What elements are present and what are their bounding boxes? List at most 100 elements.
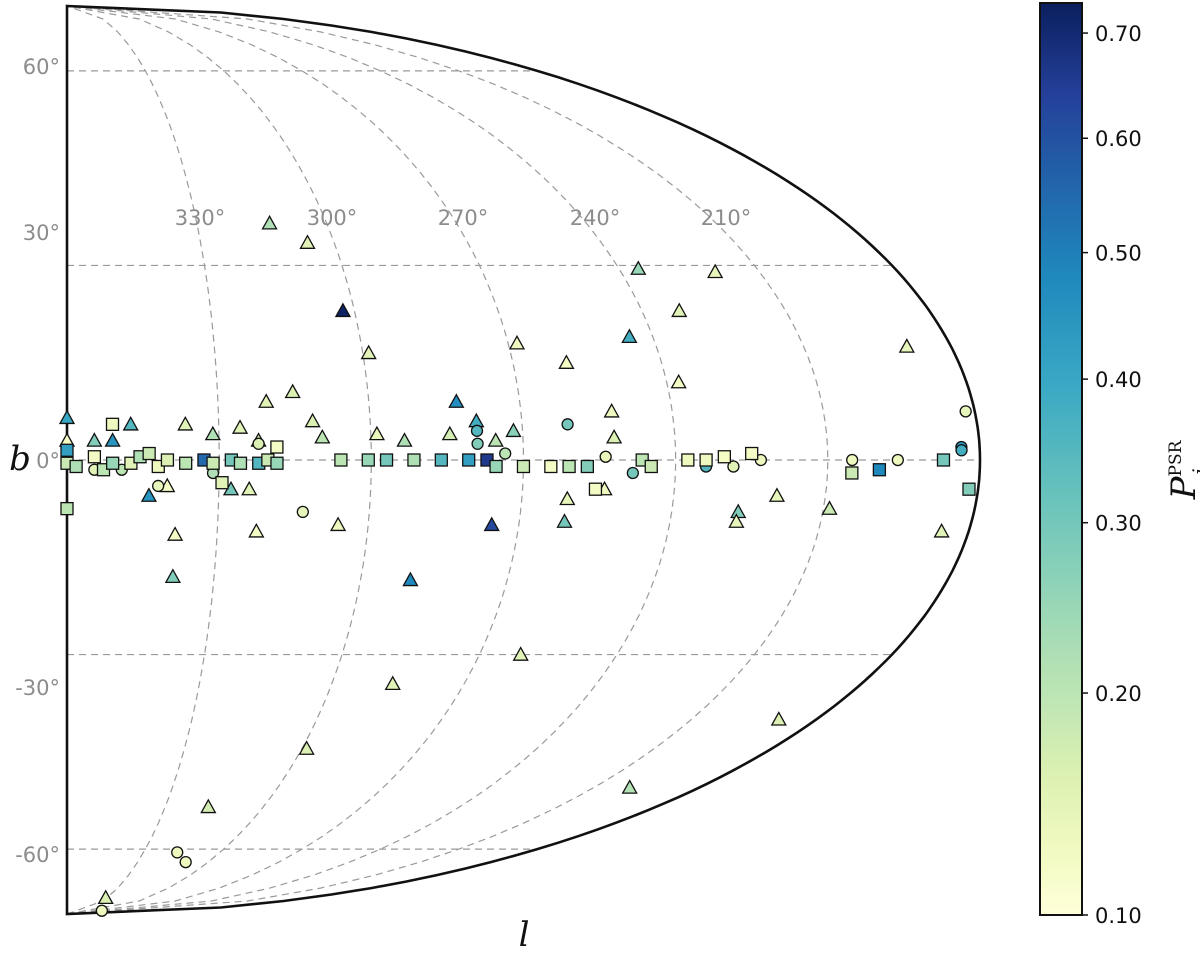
triangle-point <box>384 675 401 691</box>
square-point <box>745 446 759 461</box>
square-point <box>872 463 887 477</box>
b-tick-label: -60° <box>15 843 60 867</box>
square-point <box>60 501 74 516</box>
triangle-point <box>304 412 321 428</box>
square-point <box>361 453 375 467</box>
b-tick-label: -30° <box>15 676 60 700</box>
circle-point <box>296 505 309 519</box>
l-tick-label: 270° <box>438 206 489 230</box>
square-point <box>407 453 421 467</box>
circle-point <box>959 405 972 418</box>
b-tick-label: 60° <box>23 55 60 79</box>
triangle-point <box>166 526 184 541</box>
circle-point <box>171 846 184 859</box>
l-tick-label: 330° <box>175 206 226 230</box>
map-frame <box>65 4 982 916</box>
triangle-point <box>241 480 258 496</box>
longitude-grid-line <box>66 5 829 915</box>
circle-point <box>955 444 968 457</box>
square-point <box>179 456 193 470</box>
triangle-point <box>671 302 688 318</box>
triangle-point <box>483 516 500 532</box>
colorbar: 0.70 0.60 0.50 0.40 0.30 0.20 0.10 PPSRi <box>1039 2 1200 928</box>
square-point <box>206 456 220 470</box>
b-tick-label: 0° <box>36 449 60 473</box>
square-point <box>60 443 74 457</box>
triangle-point <box>508 334 526 350</box>
square-point <box>699 453 713 467</box>
triangle-point <box>728 513 745 528</box>
triangle-point <box>670 373 687 389</box>
square-point <box>87 450 102 464</box>
square-point <box>105 456 120 470</box>
triangle-point <box>630 260 647 275</box>
triangle-point <box>512 646 529 661</box>
triangle-point <box>329 516 347 532</box>
triangle-point <box>396 432 413 447</box>
triangle-point <box>603 403 620 418</box>
triangle-point <box>559 490 576 506</box>
square-point <box>105 417 120 431</box>
triangle-point <box>707 263 724 279</box>
triangle-point <box>402 571 419 587</box>
square-point <box>233 456 248 470</box>
y-axis-label: b <box>9 439 31 479</box>
square-point <box>489 459 503 474</box>
triangle-point <box>140 487 158 502</box>
triangle-point <box>898 338 915 353</box>
triangle-point <box>768 487 786 502</box>
square-point <box>717 450 731 464</box>
data-points <box>58 214 976 917</box>
triangle-point <box>314 428 331 444</box>
circle-point <box>891 453 904 467</box>
triangle-point <box>334 302 352 318</box>
circle-point <box>626 466 639 480</box>
colorbar-label: PPSRi <box>1164 439 1200 500</box>
circle-point <box>727 460 740 473</box>
colorbar-tick-label: 0.10 <box>1095 904 1142 928</box>
triangle-point <box>360 344 377 360</box>
triangle-point <box>821 500 838 515</box>
triangle-point <box>621 328 638 344</box>
triangle-point <box>258 393 275 408</box>
colorbar-label-sup: PSR <box>1166 439 1186 476</box>
triangle-point <box>97 889 114 905</box>
triangle-point <box>177 415 194 431</box>
colorbar-ticks: 0.70 0.60 0.50 0.40 0.30 0.20 0.10 <box>1082 22 1142 928</box>
square-point <box>270 456 284 470</box>
l-tick-label: 300° <box>307 206 358 230</box>
square-point <box>845 466 859 480</box>
circle-point <box>152 479 165 493</box>
square-point <box>644 459 658 474</box>
triangle-point <box>448 393 465 408</box>
triangle-point <box>298 740 315 755</box>
square-point <box>936 453 951 467</box>
square-point <box>544 459 558 474</box>
square-point <box>160 453 175 467</box>
triangle-point <box>558 354 575 369</box>
triangle-point <box>248 523 265 538</box>
square-point <box>334 453 348 467</box>
triangle-point <box>164 568 181 583</box>
latitude-tick-labels: 60° 30° 0° -30° -60° <box>15 55 60 867</box>
triangle-point <box>556 513 573 528</box>
b-tick-label: 30° <box>23 221 60 245</box>
triangle-point <box>505 422 522 438</box>
longitude-tick-labels: 330° 300° 270° 240° 210° <box>175 206 752 230</box>
triangle-point <box>284 383 301 399</box>
circle-point <box>252 437 265 450</box>
square-point <box>462 453 476 467</box>
triangle-point <box>606 428 623 444</box>
circle-point <box>599 450 612 463</box>
square-point <box>379 453 394 467</box>
l-tick-label: 210° <box>701 206 752 230</box>
triangle-point <box>122 415 139 431</box>
circle-point <box>179 855 192 869</box>
colorbar-label-main: P <box>1164 475 1200 500</box>
circle-point <box>561 418 574 431</box>
triangle-point <box>730 503 747 519</box>
triangle-point <box>299 234 316 249</box>
triangle-point <box>261 214 278 230</box>
circle-point <box>470 424 484 437</box>
